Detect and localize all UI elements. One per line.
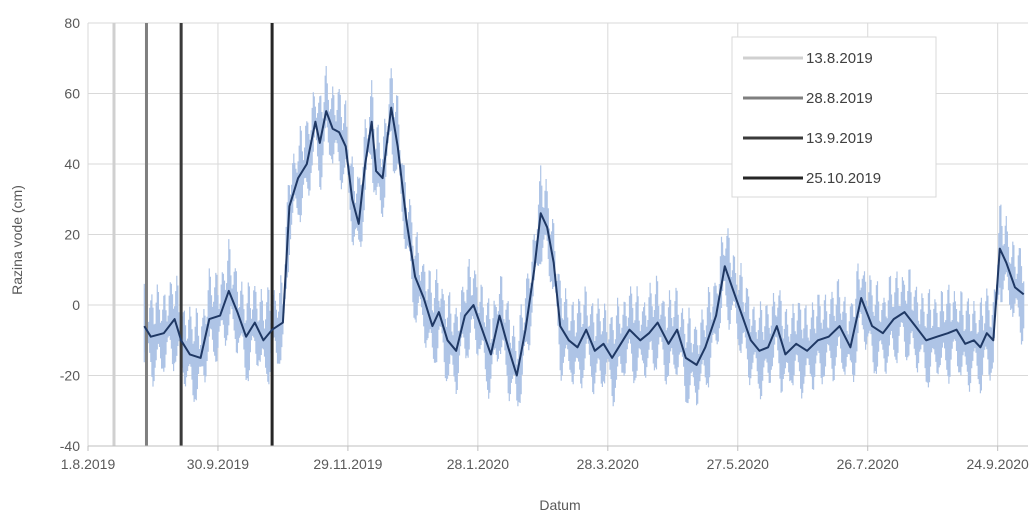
y-tick-label: 40 [64,156,80,172]
x-tick-label: 30.9.2019 [187,456,249,472]
y-tick-label: -40 [60,438,80,454]
legend-label: 13.8.2019 [806,50,873,67]
legend-label: 13.9.2019 [806,130,873,147]
y-tick-label: 80 [64,15,80,31]
y-tick-label: 0 [72,297,80,313]
x-tick-label: 29.11.2019 [313,456,382,472]
x-tick-label: 24.9.2020 [967,456,1029,472]
legend-box [731,36,937,198]
x-tick-label: 26.7.2020 [837,456,899,472]
y-axis-title: Razina vode (cm) [9,185,25,295]
x-tick-label: 28.3.2020 [577,456,639,472]
x-tick-label: 28.1.2020 [447,456,509,472]
x-tick-labels: 1.8.2019 30.9.2019 29.11.2019 28.1.2020 28.3… [61,456,1029,472]
vertical-markers [112,23,274,446]
y-tick-label: 60 [64,86,80,102]
mean-series [143,106,1025,377]
legend-label: 25.10.2019 [806,170,881,187]
x-axis-title: Datum [539,497,580,513]
y-tick-label: -20 [60,368,80,384]
x-tick-label: 27.5.2020 [707,456,769,472]
axes [87,445,1028,451]
grid-lines [87,22,1028,447]
y-tick-labels: -40 -20 0 20 40 60 80 [60,15,80,454]
legend: 13.8.2019 28.8.2019 13.9.2019 25.10.2019 [731,36,937,198]
legend-label: 28.8.2019 [806,90,873,107]
y-tick-label: 20 [64,227,80,243]
x-tick-label: 1.8.2019 [61,456,116,472]
mean-line [143,106,1025,377]
